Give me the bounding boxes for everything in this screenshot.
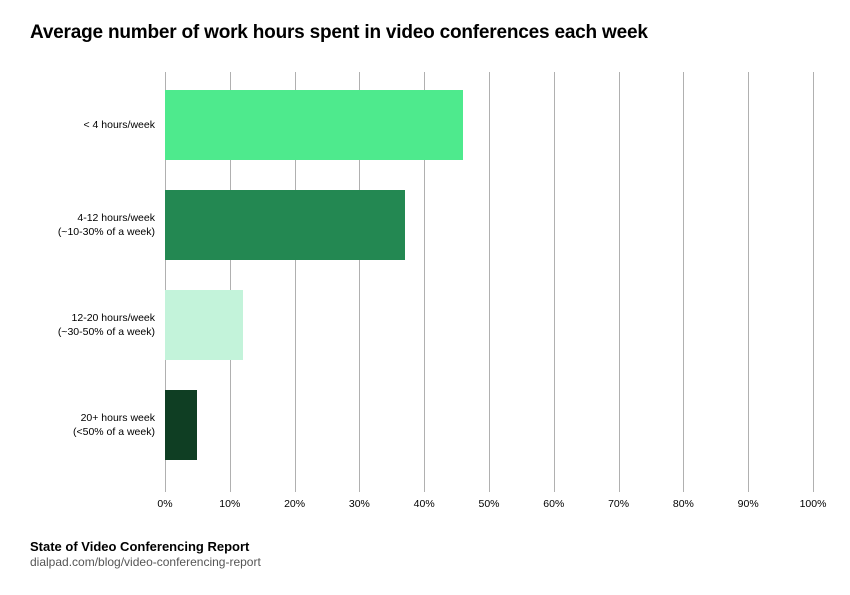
x-axis-tick: 60% [543, 498, 564, 510]
x-axis-tick: 80% [673, 498, 694, 510]
x-axis-tick: 0% [157, 498, 172, 510]
x-axis-tick: 20% [284, 498, 305, 510]
chart-container: Average number of work hours spent in vi… [0, 0, 850, 595]
grid-line [748, 72, 749, 492]
y-axis-label: 12-20 hours/week(~30-50% of a week) [10, 311, 155, 339]
grid-line [683, 72, 684, 492]
bar [165, 290, 243, 360]
x-axis-tick: 30% [349, 498, 370, 510]
chart-plot-area: 0%10%20%30%40%50%60%70%80%90%100%< 4 hou… [165, 72, 813, 492]
x-axis-tick: 10% [219, 498, 240, 510]
chart-title: Average number of work hours spent in vi… [30, 22, 820, 44]
x-axis-tick: 70% [608, 498, 629, 510]
y-axis-label: 20+ hours week(<50% of a week) [10, 411, 155, 439]
bar [165, 90, 463, 160]
x-axis-tick: 40% [414, 498, 435, 510]
grid-line [813, 72, 814, 492]
y-axis-label: 4-12 hours/week(~10-30% of a week) [10, 211, 155, 239]
footer-title: State of Video Conferencing Report [30, 539, 261, 554]
x-axis-tick: 100% [800, 498, 827, 510]
x-axis-tick: 50% [478, 498, 499, 510]
x-axis-tick: 90% [738, 498, 759, 510]
bar [165, 390, 197, 460]
grid-line [489, 72, 490, 492]
grid-line [619, 72, 620, 492]
grid-line [554, 72, 555, 492]
bar [165, 190, 405, 260]
footer-subtitle: dialpad.com/blog/video-conferencing-repo… [30, 555, 261, 569]
chart-footer: State of Video Conferencing Report dialp… [30, 539, 261, 569]
y-axis-label: < 4 hours/week [10, 118, 155, 132]
